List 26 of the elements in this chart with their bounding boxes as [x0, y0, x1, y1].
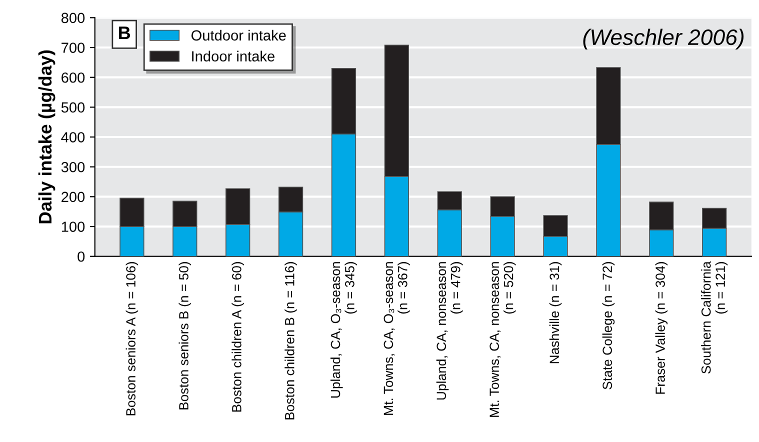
- x-tick-label: Boston seniors A (n = 106): [126, 262, 138, 416]
- x-tick-label: Fraser Valley (n = 304): [655, 262, 668, 394]
- x-tick-label: Southern California (n = 121): [701, 261, 728, 374]
- x-tick-label: Mt. Towns, CA, O₃-season (n = 367): [384, 262, 410, 415]
- x-tick-label: Boston seniors B (n = 50): [178, 262, 192, 410]
- y-tick-label: 100: [62, 222, 85, 232]
- x-tick-label: State College (n = 72): [602, 262, 615, 390]
- y-tick-label: 600: [62, 72, 85, 83]
- y-tick-label: 800: [61, 12, 85, 24]
- annotation: B: [119, 26, 130, 40]
- y-tick-label: 0: [78, 251, 85, 262]
- x-tick-label: Upland, CA, O₃-season (n = 345): [330, 262, 357, 398]
- x-tick-label: Boston children A (n = 60): [232, 262, 244, 412]
- y-tick-label: 500: [61, 102, 85, 113]
- x-tick-label: Boston children B (n = 116): [284, 262, 297, 420]
- x-tick-label: Mt. Towns, CA, nonseason (n = 520): [490, 262, 516, 417]
- y-tick-label: 300: [61, 162, 85, 172]
- y-axis-title: Daily intake (µg/day): [38, 50, 56, 224]
- y-tick-label: 400: [61, 132, 85, 142]
- annotation: (Weschler 2006): [583, 28, 744, 50]
- legend-label: Outdoor intake: [191, 30, 286, 41]
- y-tick-label: 200: [62, 192, 85, 202]
- x-tick-label: Upland, CA, nonseason (n = 479): [436, 262, 463, 400]
- y-tick-label: 700: [62, 42, 85, 53]
- x-tick-label: Nashville (n = 31): [549, 262, 562, 364]
- legend-label: Indoor intake: [192, 50, 274, 62]
